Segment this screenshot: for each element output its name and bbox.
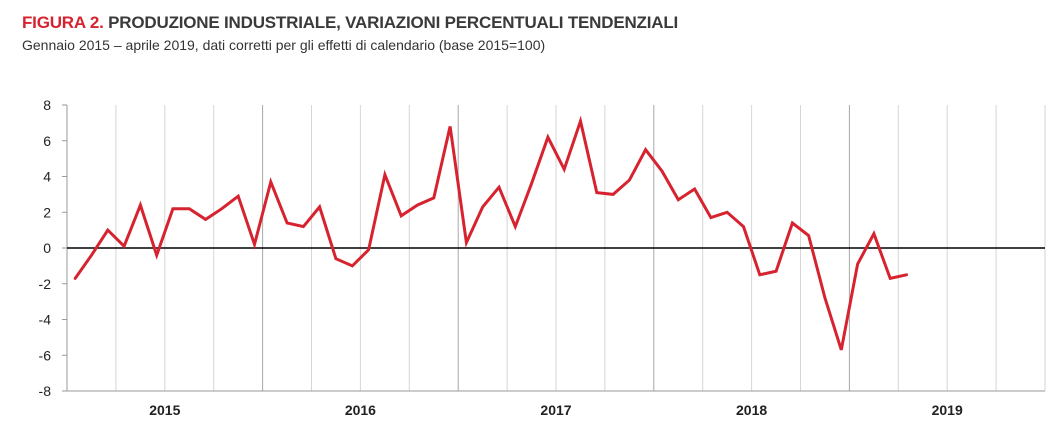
x-year-label: 2018 <box>736 402 767 418</box>
data-point <box>497 186 500 189</box>
data-point <box>383 173 386 176</box>
data-point <box>449 125 452 128</box>
data-point <box>579 120 582 123</box>
data-point <box>237 195 240 198</box>
data-point <box>155 254 158 257</box>
data-point <box>302 225 305 228</box>
data-point <box>514 225 517 228</box>
x-year-label: 2019 <box>932 402 963 418</box>
chart-subtitle: Gennaio 2015 – aprile 2019, dati corrett… <box>22 37 546 53</box>
data-point <box>90 254 93 257</box>
data-point <box>269 180 272 183</box>
data-point <box>123 245 126 248</box>
data-point <box>351 264 354 267</box>
data-point <box>742 225 745 228</box>
data-point <box>644 148 647 151</box>
data-point <box>171 207 174 210</box>
data-point <box>367 248 370 251</box>
data-point <box>595 191 598 194</box>
data-point <box>188 207 191 210</box>
data-point <box>253 243 256 246</box>
data-point <box>139 204 142 207</box>
data-point <box>286 221 289 224</box>
data-point <box>628 179 631 182</box>
data-point <box>660 170 663 173</box>
data-point <box>563 168 566 171</box>
data-point <box>546 136 549 139</box>
y-tick-label: -2 <box>39 276 52 292</box>
x-year-label: 2017 <box>540 402 571 418</box>
data-point <box>807 234 810 237</box>
data-point <box>693 188 696 191</box>
data-point <box>416 204 419 207</box>
y-tick-label: 8 <box>43 97 51 113</box>
data-point <box>465 241 468 244</box>
data-point <box>856 263 859 266</box>
data-point <box>758 273 761 276</box>
data-point <box>726 211 729 214</box>
title-main: PRODUZIONE INDUSTRIALE, VARIAZIONI PERCE… <box>108 13 679 32</box>
data-point <box>823 297 826 300</box>
series-line <box>73 115 908 351</box>
data-point <box>872 232 875 235</box>
data-point <box>840 348 843 351</box>
data-point <box>677 198 680 201</box>
y-tick-label: 4 <box>43 169 51 185</box>
y-tick-label: 2 <box>43 204 51 220</box>
data-point <box>106 229 109 232</box>
data-point <box>334 257 337 260</box>
data-point <box>204 218 207 221</box>
data-point <box>791 221 794 224</box>
data-point <box>612 193 615 196</box>
y-tick-label: 0 <box>43 240 51 256</box>
data-point <box>530 182 533 185</box>
x-year-label: 2015 <box>149 402 180 418</box>
title-prefix: FIGURA 2. <box>22 13 104 32</box>
data-point <box>889 277 892 280</box>
data-point <box>481 205 484 208</box>
data-point <box>905 273 908 276</box>
data-point <box>220 207 223 210</box>
chart-title: FIGURA 2. PRODUZIONE INDUSTRIALE, VARIAZ… <box>22 13 678 33</box>
data-point <box>74 277 77 280</box>
data-point <box>318 205 321 208</box>
y-tick-label: -4 <box>39 312 52 328</box>
y-tick-label: 6 <box>43 133 51 149</box>
data-point <box>709 216 712 219</box>
data-point <box>775 270 778 273</box>
y-tick-label: -8 <box>39 383 52 399</box>
y-tick-label: -6 <box>39 347 52 363</box>
data-point <box>432 196 435 199</box>
data-point <box>400 214 403 217</box>
x-year-label: 2016 <box>345 402 376 418</box>
